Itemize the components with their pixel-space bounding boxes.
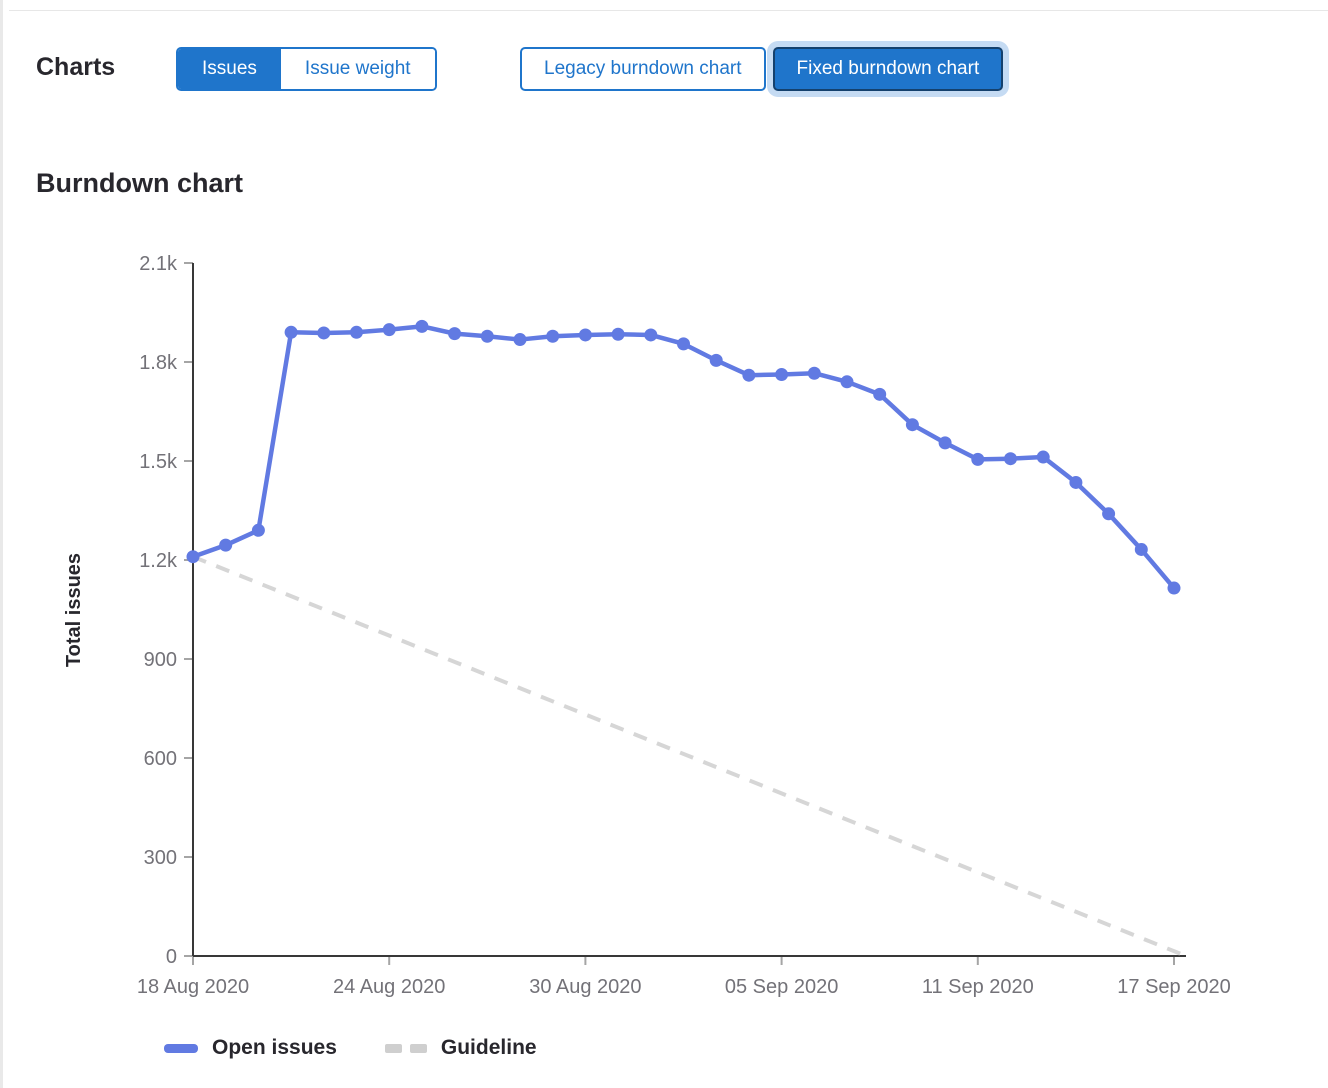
- svg-text:05 Sep 2020: 05 Sep 2020: [725, 976, 838, 998]
- svg-text:1.5k: 1.5k: [139, 451, 178, 473]
- legacy-burndown-chart-button[interactable]: Legacy burndown chart: [520, 47, 766, 91]
- metric-toggle-group: Issues Issue weight: [176, 47, 437, 91]
- chart-version-group: Legacy burndown chart Fixed burndown cha…: [520, 47, 1004, 91]
- legend-item-guideline[interactable]: Guideline: [384, 1036, 537, 1060]
- fixed-burndown-chart-button[interactable]: Fixed burndown chart: [772, 47, 1004, 91]
- charts-section-label: Charts: [36, 53, 116, 81]
- svg-text:18 Aug 2020: 18 Aug 2020: [137, 976, 249, 998]
- svg-text:1.8k: 1.8k: [139, 352, 178, 374]
- svg-text:300: 300: [144, 847, 177, 869]
- svg-text:0: 0: [166, 946, 177, 968]
- legend-label-guideline: Guideline: [440, 1036, 537, 1059]
- svg-text:11 Sep 2020: 11 Sep 2020: [922, 976, 1034, 998]
- svg-text:1.2k: 1.2k: [139, 550, 178, 572]
- chart-legend: Open issues Guideline: [164, 1036, 537, 1060]
- page-left-edge: [0, 0, 3, 1088]
- open-issues-line-swatch: [164, 1043, 198, 1053]
- svg-text:2.1k: 2.1k: [139, 253, 178, 275]
- svg-text:600: 600: [144, 748, 177, 770]
- svg-text:24 Aug 2020: 24 Aug 2020: [333, 976, 445, 998]
- legend-label-open-issues: Open issues: [212, 1036, 337, 1059]
- section-top-border: [9, 10, 1328, 11]
- svg-text:30 Aug 2020: 30 Aug 2020: [529, 976, 641, 998]
- guideline-dash-swatch: [384, 1043, 427, 1053]
- svg-text:Total issues: Total issues: [63, 553, 85, 667]
- burndown-chart: 0 300 600 900 1.2k 1.5k 1.8k 2.1k 18 Aug 2020 24 …: [63, 253, 1231, 998]
- legend-item-open-issues[interactable]: Open issues: [164, 1036, 337, 1060]
- chart-title: Burndown chart: [36, 168, 243, 198]
- svg-text:17 Sep 2020: 17 Sep 2020: [1117, 976, 1230, 998]
- toggle-issues[interactable]: Issues: [178, 49, 281, 89]
- toggle-issue-weight[interactable]: Issue weight: [280, 49, 435, 89]
- svg-text:900: 900: [144, 649, 177, 671]
